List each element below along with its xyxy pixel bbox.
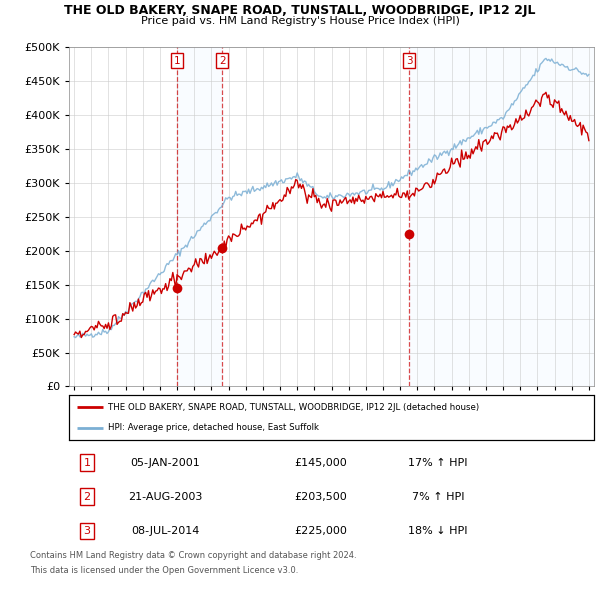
Text: 2: 2 bbox=[83, 492, 91, 502]
Text: This data is licensed under the Open Government Licence v3.0.: This data is licensed under the Open Gov… bbox=[30, 566, 298, 575]
Bar bbox=[177, 47, 223, 386]
Text: 3: 3 bbox=[406, 55, 412, 65]
Text: £145,000: £145,000 bbox=[295, 458, 347, 467]
Text: £203,500: £203,500 bbox=[295, 492, 347, 502]
Text: 1: 1 bbox=[174, 55, 181, 65]
Text: 21-AUG-2003: 21-AUG-2003 bbox=[128, 492, 202, 502]
Text: 2: 2 bbox=[219, 55, 226, 65]
Text: £225,000: £225,000 bbox=[295, 526, 347, 536]
Text: 17% ↑ HPI: 17% ↑ HPI bbox=[408, 458, 468, 467]
Text: 7% ↑ HPI: 7% ↑ HPI bbox=[412, 492, 464, 502]
Text: 18% ↓ HPI: 18% ↓ HPI bbox=[408, 526, 468, 536]
Text: HPI: Average price, detached house, East Suffolk: HPI: Average price, detached house, East… bbox=[109, 423, 319, 432]
Bar bbox=[409, 47, 594, 386]
Text: 1: 1 bbox=[83, 458, 91, 467]
Text: THE OLD BAKERY, SNAPE ROAD, TUNSTALL, WOODBRIDGE, IP12 2JL (detached house): THE OLD BAKERY, SNAPE ROAD, TUNSTALL, WO… bbox=[109, 403, 479, 412]
Text: Price paid vs. HM Land Registry's House Price Index (HPI): Price paid vs. HM Land Registry's House … bbox=[140, 16, 460, 26]
Text: THE OLD BAKERY, SNAPE ROAD, TUNSTALL, WOODBRIDGE, IP12 2JL: THE OLD BAKERY, SNAPE ROAD, TUNSTALL, WO… bbox=[64, 4, 536, 17]
Text: Contains HM Land Registry data © Crown copyright and database right 2024.: Contains HM Land Registry data © Crown c… bbox=[30, 551, 356, 560]
Text: 08-JUL-2014: 08-JUL-2014 bbox=[131, 526, 199, 536]
Text: 05-JAN-2001: 05-JAN-2001 bbox=[130, 458, 200, 467]
Text: 3: 3 bbox=[83, 526, 91, 536]
